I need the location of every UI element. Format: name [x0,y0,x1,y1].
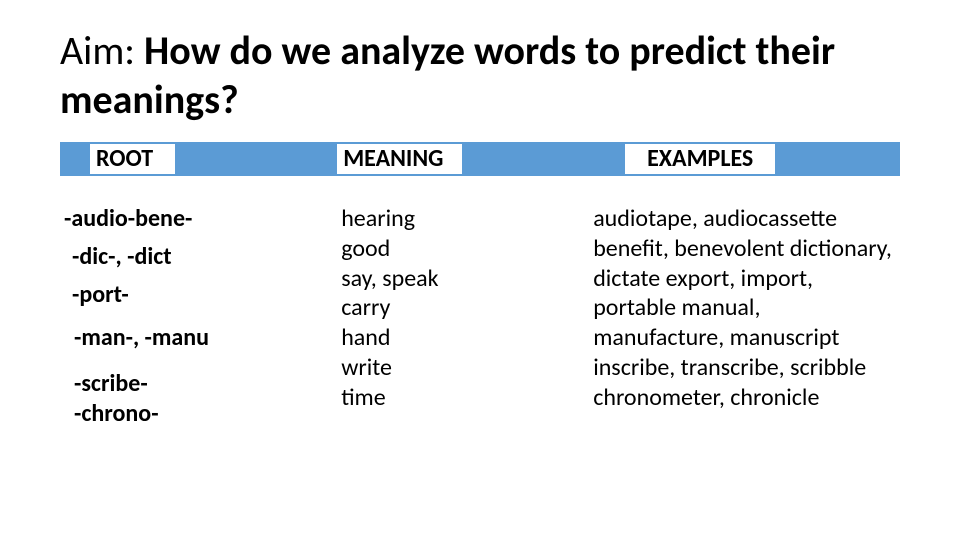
examples-cell: audiotape, audiocassette benefit, benevo… [589,204,900,429]
meaning-item: write [341,353,585,383]
root-item: -dic-, -dict [72,242,333,272]
root-item: -man-, -manu [74,323,333,353]
root-item: -audio-bene- [64,204,333,234]
meaning-item: time [341,383,585,413]
header-cell-examples: EXAMPLES [589,142,900,176]
slide-title: Aim: How do we analyze words to predict … [60,26,900,124]
spacer-row [60,176,900,204]
meaning-item: carry [341,293,585,323]
roots-cell: -audio-bene- -dic-, -dict -port- -man-, … [60,204,337,429]
meaning-item: say, speak [341,264,585,294]
meanings-cell: hearing good say, speak carry hand write… [337,204,589,429]
meaning-item: good [341,234,585,264]
roots-table: ROOT MEANING EXAMPLES -audio-bene- -dic-… [60,142,900,429]
title-aim: Aim: [60,26,144,75]
root-item: -scribe- [74,369,333,399]
title-question: How do we analyze words to predict their… [60,26,835,124]
header-cell-meaning: MEANING [337,142,589,176]
table-header-row: ROOT MEANING EXAMPLES [60,142,900,176]
meaning-item: hearing [341,204,585,234]
header-cell-root: ROOT [60,142,337,176]
header-examples-label: EXAMPLES [625,144,775,174]
table-body-row: -audio-bene- -dic-, -dict -port- -man-, … [60,204,900,429]
header-root-label: ROOT [90,144,175,174]
root-item: -port- [72,280,333,310]
root-item: -chrono- [74,399,333,429]
header-meaning-label: MEANING [337,144,462,174]
meaning-item: hand [341,323,585,353]
slide: Aim: How do we analyze words to predict … [0,0,960,540]
